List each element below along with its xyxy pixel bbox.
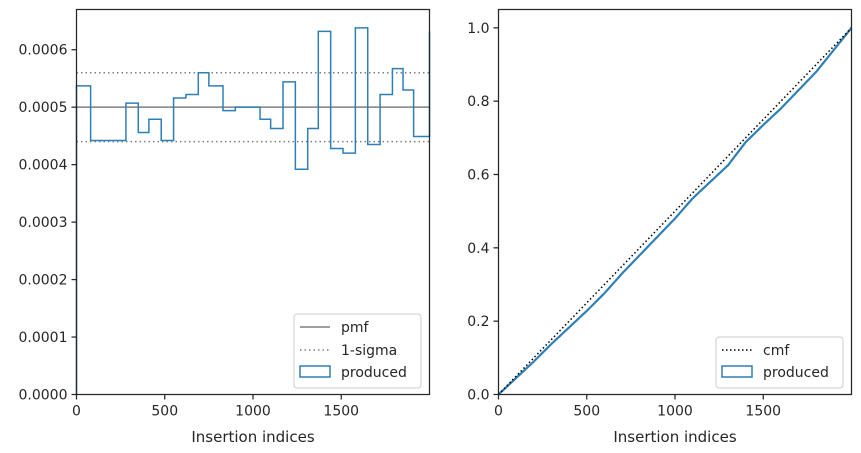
left-chart-panel: 0 500 1000 1500 0.00000.00010.00020.00030.0… [19,8,431,446]
produced-step-series [75,27,431,395]
right-chart-panel: 0 500 1000 1500 0.0 0.2 0.4 0.6 0.8 1.0 Insertio… [467,8,853,446]
y-tick-label: 0.0000 [19,388,68,404]
y-tick-label: 0.0002 [19,273,68,289]
x-tick-label: 0 [72,404,81,420]
x-tick-label: 1000 [235,404,271,420]
left-axes-frame [75,8,431,396]
produced-legend-patch [299,365,331,378]
x-tick-label: 1500 [745,404,781,420]
cmf-legend-label: cmf [763,343,790,359]
produced-cumulative-series [497,27,853,396]
y-tick-label: 0.8 [467,94,489,110]
produced-legend-label: produced [341,365,407,381]
sigma-legend-label: 1-sigma [341,343,397,359]
x-tick-label: 0 [494,404,503,420]
y-tick-label: 0.0001 [19,330,68,346]
x-tick-label: 500 [151,404,178,420]
left-y-axis: 0.0000 0.0001 0.0002 0.0003 0.0004 0.0005 0.00… [19,43,77,404]
produced-cum-legend-label: produced [763,365,829,381]
y-tick-label: 0.2 [467,314,489,330]
left-x-axis: 0 500 1000 1500 [72,394,359,420]
right-legend-box [715,336,844,389]
y-tick-label: 0.4 [467,241,489,257]
y-tick-label: 0.0 [467,388,489,404]
x-tick-label: 1500 [323,404,359,420]
cmf-line [497,27,853,396]
right-x-axis-label: Insertion indices [613,428,736,446]
pmf-legend-label: pmf [341,320,370,336]
left-legend: pmf 1-sigma produced [293,313,422,389]
left-legend-box [293,313,422,389]
right-x-axis: 0 500 1000 1500 [494,394,781,420]
x-tick-label: 1000 [657,404,693,420]
right-legend: cmf produced [715,336,844,389]
y-tick-label: 0.6 [467,168,489,184]
left-x-axis-label: Insertion indices [191,428,314,446]
produced-cum-legend-patch [721,365,753,378]
right-y-axis: 0.0 0.2 0.4 0.6 0.8 1.0 [467,21,499,404]
left-plot-area [75,27,431,395]
y-tick-label: 0.0005 [19,100,68,116]
right-axes-frame [497,8,853,396]
x-tick-label: 500 [573,404,600,420]
y-tick-label: 0.0004 [19,158,68,174]
y-tick-label: 0.0003 [19,215,68,231]
right-plot-area [497,27,853,396]
y-tick-label: 1.0 [467,21,489,37]
y-tick-label: 0.0006 [19,43,68,59]
